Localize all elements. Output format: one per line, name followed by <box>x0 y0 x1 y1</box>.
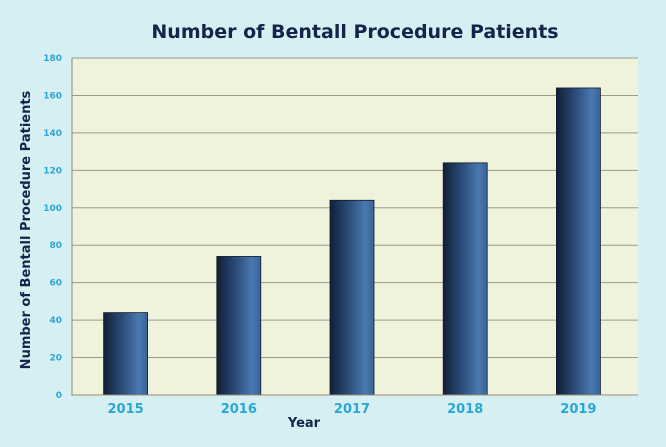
y-tick-label: 120 <box>43 166 62 176</box>
y-axis-label: Number of Bentall Procedure Patients <box>19 90 34 369</box>
x-tick-label: 2019 <box>560 402 596 417</box>
bar-2015 <box>103 312 148 396</box>
x-axis-label: Year <box>287 416 321 431</box>
bar-2016 <box>216 256 262 396</box>
bars <box>103 87 601 396</box>
x-tick-labels: 2015 2016 2017 2018 2019 <box>108 402 597 417</box>
y-tick-label: 160 <box>43 91 62 101</box>
bar-2017 <box>329 199 375 396</box>
chart-title: Number of Bentall Procedure Patients <box>151 21 558 43</box>
bar-2018 <box>442 162 488 396</box>
y-tick-label: 100 <box>43 204 62 214</box>
x-tick-label: 2015 <box>108 402 144 417</box>
x-tick-label: 2016 <box>221 402 257 417</box>
x-tick-label: 2017 <box>334 402 370 417</box>
y-tick-label: 60 <box>49 279 62 289</box>
y-tick-label: 20 <box>49 354 62 364</box>
y-tick-label: 40 <box>49 316 62 326</box>
y-tick-labels: 0 20 40 60 80 100 120 140 160 180 <box>43 54 62 401</box>
y-tick-label: 0 <box>56 391 62 401</box>
y-tick-label: 80 <box>49 241 62 251</box>
x-tick-label: 2018 <box>447 402 483 417</box>
y-tick-label: 140 <box>43 129 62 139</box>
y-tick-label: 180 <box>43 54 62 64</box>
bar-2019 <box>556 87 601 396</box>
